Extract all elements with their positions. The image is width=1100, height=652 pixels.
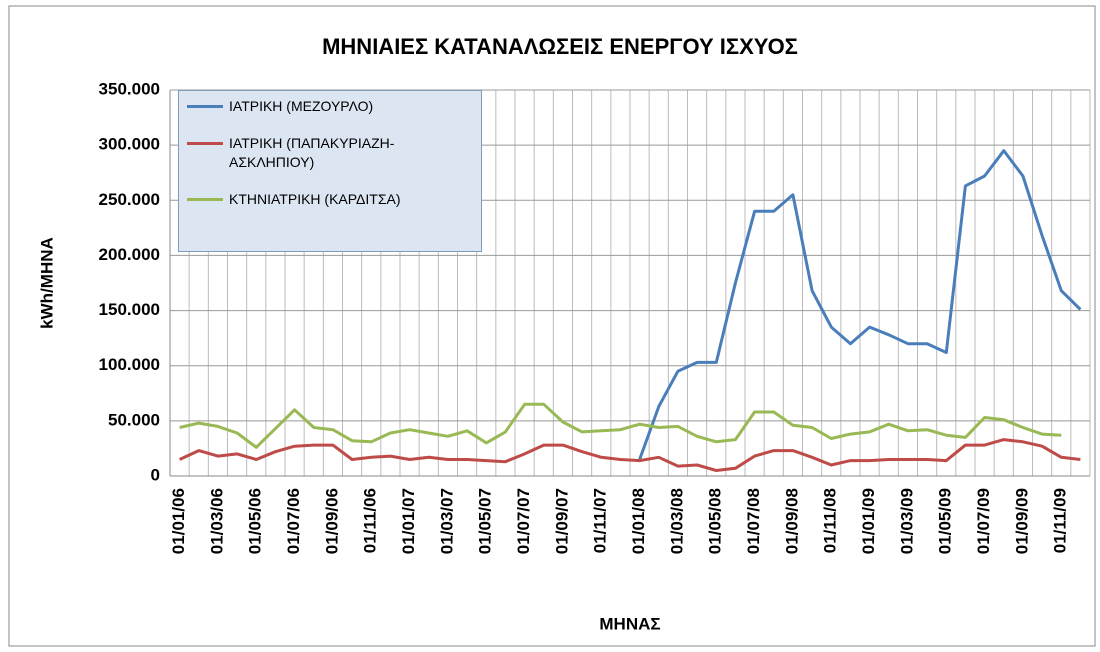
legend-item: ΙΑΤΡΙΚΗ (ΜΕΖΟΥΡΛΟ) — [187, 97, 473, 116]
y-tick-label: 200.000 — [99, 245, 160, 264]
x-tick-label: 01/11/06 — [361, 488, 380, 553]
x-tick-label: 01/11/08 — [821, 488, 840, 553]
legend-swatch — [187, 142, 223, 145]
x-tick-label: 01/01/08 — [629, 488, 648, 554]
x-tick-label: 01/05/08 — [706, 488, 725, 554]
y-tick-label: 150.000 — [99, 300, 160, 319]
legend: ΙΑΤΡΙΚΗ (ΜΕΖΟΥΡΛΟ) ΙΑΤΡΙΚΗ (ΠΑΠΑΚΥΡΙΑΖΗ-Α… — [178, 90, 482, 252]
x-tick-label: 01/01/06 — [169, 488, 188, 554]
series-line — [179, 402, 1062, 449]
y-tick-label: 0 — [151, 465, 160, 484]
x-tick-label: 01/11/09 — [1051, 488, 1070, 553]
x-tick-label: 01/01/09 — [859, 488, 878, 554]
x-tick-label: 01/09/08 — [782, 488, 801, 554]
x-tick-label: 01/03/06 — [207, 488, 226, 554]
x-tick-label: 01/03/08 — [667, 488, 686, 554]
x-tick-label: 01/05/09 — [936, 488, 955, 554]
x-tick-label: 01/03/09 — [897, 488, 916, 554]
y-tick-label: 100.000 — [99, 355, 160, 374]
x-tick-label: 01/05/07 — [476, 488, 495, 554]
legend-item: ΚΤΗΝΙΑΤΡΙΚΗ (ΚΑΡΔΙΤΣΑ) — [187, 190, 473, 209]
x-tick-label: 01/09/09 — [1012, 488, 1031, 554]
series-line — [178, 438, 1081, 472]
x-tick-label: 01/03/07 — [437, 488, 456, 554]
x-axis-label: ΜΗΝΑΣ — [599, 614, 660, 633]
x-tick-label: 01/07/07 — [514, 488, 533, 554]
y-tick-label: 250.000 — [99, 190, 160, 209]
chart-title: ΜΗΝΙΑΙΕΣ ΚΑΤΑΝΑΛΩΣΕΙΣ ΕΝΕΡΓΟΥ ΙΣΧΥΟΣ — [322, 34, 798, 59]
y-tick-label: 50.000 — [108, 410, 160, 429]
y-tick-label: 350.000 — [99, 79, 160, 98]
y-tick-label: 300.000 — [99, 135, 160, 154]
y-axis-label: kWh/ΜΗΝΑ — [37, 237, 56, 329]
legend-item: ΙΑΤΡΙΚΗ (ΠΑΠΑΚΥΡΙΑΖΗ-ΑΣΚΛΗΠΙΟΥ) — [187, 134, 473, 172]
legend-label: ΚΤΗΝΙΑΤΡΙΚΗ (ΚΑΡΔΙΤΣΑ) — [229, 191, 401, 207]
legend-label: ΙΑΤΡΙΚΗ (ΠΑΠΑΚΥΡΙΑΖΗ-ΑΣΚΛΗΠΙΟΥ) — [229, 135, 395, 170]
x-tick-label: 01/07/06 — [284, 488, 303, 554]
x-tick-label: 01/07/08 — [744, 488, 763, 554]
x-tick-label: 01/07/09 — [974, 488, 993, 554]
x-tick-label: 01/11/07 — [591, 488, 610, 553]
legend-swatch — [187, 105, 223, 108]
x-tick-label: 01/01/07 — [399, 488, 418, 554]
x-tick-label: 01/09/07 — [552, 488, 571, 554]
series-line — [638, 149, 1082, 461]
legend-label: ΙΑΤΡΙΚΗ (ΜΕΖΟΥΡΛΟ) — [229, 98, 374, 114]
x-tick-label: 01/09/06 — [322, 488, 341, 554]
x-tick-label: 01/05/06 — [246, 488, 265, 554]
legend-swatch — [187, 198, 223, 201]
